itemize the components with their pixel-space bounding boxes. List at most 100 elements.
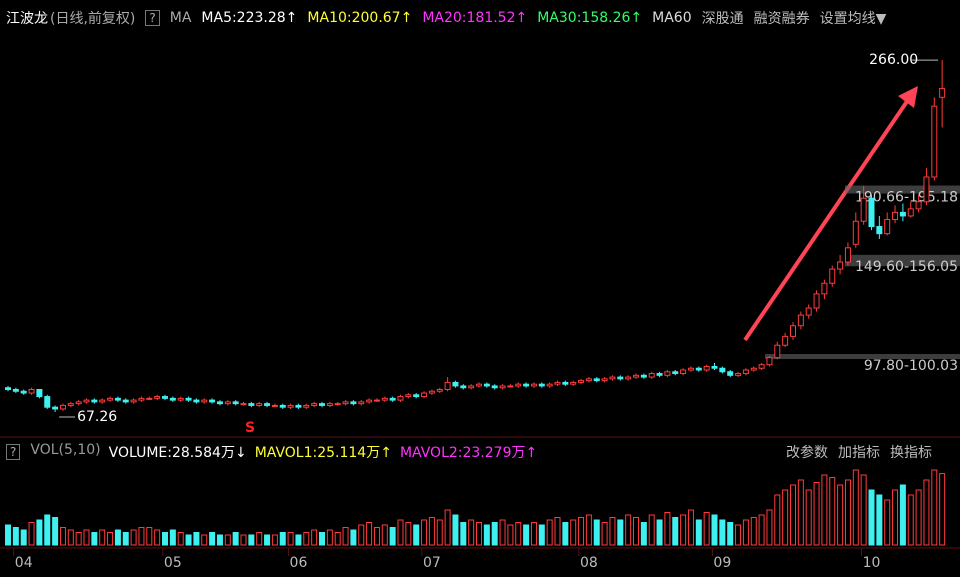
candle-body	[499, 385, 506, 389]
volume-bar	[554, 517, 561, 546]
volume-bar	[381, 524, 388, 546]
band-label: 190.66-195.18	[855, 190, 958, 206]
link[interactable]: 融资融券	[753, 11, 810, 27]
candle-body	[837, 261, 844, 270]
candle-body	[735, 373, 742, 376]
candle-body	[758, 364, 765, 369]
volume-bar	[507, 524, 514, 546]
candle-body	[805, 307, 812, 316]
candle-body	[711, 365, 718, 369]
volume-bar	[287, 532, 294, 546]
candle-body	[381, 397, 388, 401]
volume-bar	[687, 509, 694, 546]
volume-bar	[766, 509, 773, 546]
help[interactable]: ?	[6, 444, 21, 460]
volume-bar	[805, 489, 812, 546]
volume-legend-item: MAVOL1:25.114万↑	[254, 445, 392, 461]
volume-bar	[373, 527, 380, 546]
volume-bar	[67, 529, 74, 546]
candle-body	[931, 105, 938, 178]
volume-bar	[413, 524, 420, 546]
volume-bar	[271, 534, 278, 546]
link[interactable]: 设置均线▼	[819, 11, 887, 27]
candle-body	[939, 87, 946, 98]
candle-body	[829, 268, 836, 284]
volume-bar	[813, 482, 820, 546]
candle-body	[719, 367, 726, 373]
volume-bar	[232, 532, 239, 546]
candle-body	[216, 401, 223, 405]
stock-name[interactable]: 江波龙	[6, 11, 48, 27]
volume-bar	[421, 519, 428, 546]
candle-body	[821, 282, 828, 295]
candle-body	[232, 401, 239, 405]
candle-body	[75, 401, 82, 405]
candle-body	[138, 397, 145, 401]
candle-body	[334, 403, 341, 406]
volume-bar	[672, 517, 679, 546]
volume-bar	[428, 517, 435, 546]
chip-band	[845, 254, 960, 267]
volume-bar	[774, 494, 781, 546]
candle-body	[99, 399, 106, 403]
volume-bar	[319, 532, 325, 546]
candle-body	[428, 390, 435, 394]
candle-body	[672, 371, 679, 375]
candle-body	[782, 335, 789, 346]
volume-bar	[923, 479, 930, 546]
candle-body	[844, 247, 851, 263]
volume-bar	[201, 534, 208, 546]
volume-bar	[248, 534, 255, 546]
volume-bar	[876, 494, 883, 546]
candle-body	[750, 367, 757, 371]
volume-bar	[5, 524, 11, 546]
candle-body	[790, 325, 796, 337]
volume-bar	[648, 514, 655, 546]
volume-bar	[593, 519, 600, 546]
volume-bar	[750, 517, 757, 546]
volume-bar	[295, 534, 302, 546]
candle-body	[664, 371, 671, 376]
candle-body	[617, 376, 624, 380]
candle-body	[452, 381, 459, 387]
candle-body	[578, 380, 585, 383]
volume-bar	[216, 534, 223, 546]
candle-body	[59, 404, 66, 410]
volume-bar	[169, 529, 176, 546]
volume-bar	[460, 522, 467, 546]
candle-body	[201, 399, 208, 403]
candle-body	[797, 314, 804, 327]
volume-bar	[499, 519, 506, 546]
x-tick-label: 04	[15, 555, 33, 571]
candle-body	[703, 365, 710, 371]
candle-body	[20, 390, 27, 394]
volume-bar	[59, 527, 66, 546]
candle-body	[342, 401, 349, 405]
candle-body	[538, 383, 545, 387]
button[interactable]: 改参数	[786, 445, 828, 461]
help[interactable]: ?	[145, 10, 160, 26]
volume-bar	[146, 527, 153, 546]
volume-bar	[625, 514, 632, 546]
candle-body	[28, 388, 35, 394]
candle-body	[83, 399, 90, 403]
volume-bar	[256, 532, 263, 546]
button[interactable]: 换指标	[890, 445, 932, 461]
candle-body	[405, 394, 412, 398]
candle-body	[36, 388, 43, 398]
candle-body	[483, 383, 490, 387]
volume-bar	[829, 477, 836, 546]
candle-body	[185, 397, 192, 401]
volume-bar	[515, 522, 522, 546]
candle-body	[491, 385, 498, 389]
button[interactable]: 加指标	[838, 445, 880, 461]
band-label: 97.80-100.03	[864, 358, 958, 374]
volume-bar	[790, 484, 796, 546]
band-label: 149.60-156.05	[855, 259, 958, 275]
link[interactable]: 深股通	[701, 11, 744, 27]
signal-marker: S	[245, 420, 255, 436]
volume-bar	[483, 524, 490, 546]
volume-bar	[303, 532, 310, 546]
volume-bar	[915, 489, 922, 546]
volume-bar	[114, 529, 121, 546]
